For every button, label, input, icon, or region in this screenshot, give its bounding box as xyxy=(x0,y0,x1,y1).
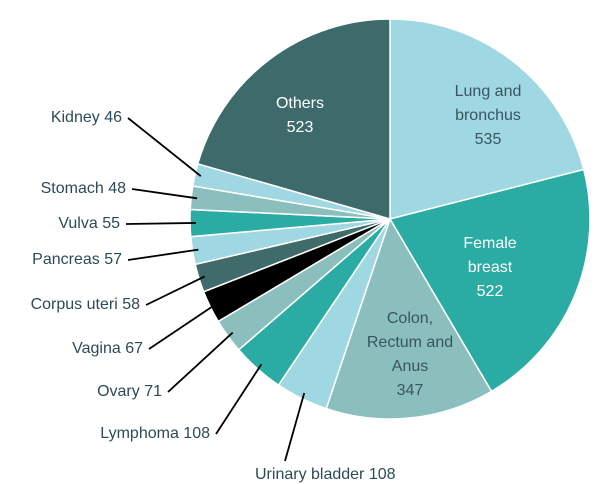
value-label: 108 xyxy=(183,425,210,442)
slice-label: Corpus uteri 58 xyxy=(31,295,140,315)
category-name: Pancreas xyxy=(32,251,100,268)
slice-label: Others 523 xyxy=(260,92,340,140)
pie-slice xyxy=(388,168,591,393)
value-label: 57 xyxy=(104,251,122,268)
slice-label: Female breast 522 xyxy=(445,232,535,304)
slice-label: Colon, Rectum and Anus 347 xyxy=(365,307,455,403)
value-label: 71 xyxy=(144,383,162,400)
leader-line xyxy=(127,248,199,261)
category-name: Lymphoma xyxy=(100,425,179,442)
category-name: Corpus uteri xyxy=(30,296,118,313)
slice-label: Pancreas 57 xyxy=(32,250,122,270)
value-label: 347 xyxy=(396,382,424,399)
pie-slice xyxy=(196,18,391,220)
category-name: Female breast xyxy=(463,235,517,276)
value-label: 523 xyxy=(286,119,314,136)
value-label: 535 xyxy=(474,131,502,148)
value-label: 55 xyxy=(102,215,120,232)
slice-label: Lung and bronchus 535 xyxy=(433,80,543,152)
category-name: Vulva xyxy=(58,215,98,232)
slice-label: Vagina 67 xyxy=(72,339,143,359)
category-name: Vagina xyxy=(72,340,121,357)
slice-label: Kidney 46 xyxy=(51,108,122,128)
value-label: 58 xyxy=(122,296,140,313)
slice-label: Vulva 55 xyxy=(58,214,120,234)
pie-slice xyxy=(325,217,493,420)
slice-label: Stomach 48 xyxy=(41,179,126,199)
category-name: Colon, Rectum and Anus xyxy=(366,310,454,375)
slice-label: Lymphoma 108 xyxy=(100,424,210,444)
category-name: Urinary bladder xyxy=(255,466,365,483)
leader-line xyxy=(215,363,263,435)
leader-line xyxy=(127,117,202,177)
value-label: 48 xyxy=(108,180,126,197)
slice-label: Urinary bladder 108 xyxy=(255,465,396,484)
category-name: Ovary xyxy=(97,383,140,400)
leader-line xyxy=(125,222,197,225)
category-name: Stomach xyxy=(40,180,104,197)
leader-line xyxy=(131,188,198,200)
leader-line xyxy=(167,331,234,393)
value-label: 108 xyxy=(368,466,396,483)
slice-label: Ovary 71 xyxy=(97,382,162,402)
leader-line xyxy=(148,303,217,350)
leader-line xyxy=(145,275,206,306)
category-name: Kidney xyxy=(50,109,100,126)
category-name: Lung and bronchus xyxy=(454,83,522,124)
category-name: Others xyxy=(275,95,324,112)
value-label: 522 xyxy=(476,283,504,300)
pie-slice xyxy=(389,18,585,220)
leader-line xyxy=(284,392,306,462)
value-label: 46 xyxy=(104,109,122,126)
value-label: 67 xyxy=(125,340,143,357)
